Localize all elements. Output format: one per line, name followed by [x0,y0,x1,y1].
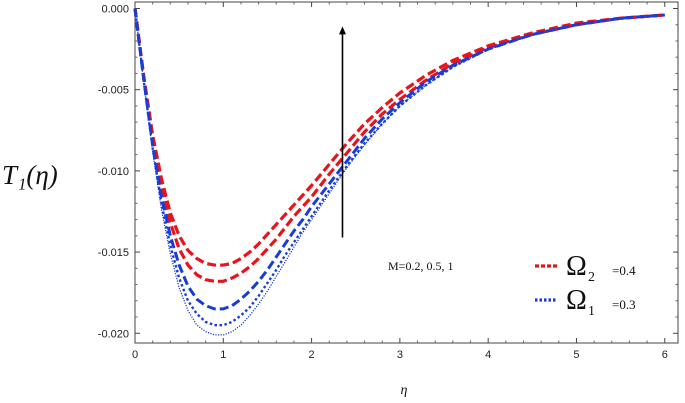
legend: Ω 2 =0.4Ω 1 =0.3 [535,251,636,319]
y-tick-label: 0.000 [101,3,129,15]
y-axis-label: T₁(η) [2,160,58,190]
y-axis-ticks: 0.000 -0.005 -0.010 -0.015 -0.020 [98,3,678,340]
x-tick-label: 3 [397,349,403,361]
x-tick-label: 4 [485,349,491,361]
y-tick-label: -0.020 [98,328,129,340]
series-layer [133,8,665,336]
y-tick-label: -0.010 [98,166,129,178]
x-tick-label: 6 [662,349,668,361]
x-tick-label: 1 [220,349,226,361]
legend-symbol-1: Ω [566,251,587,282]
x-tick-label: 5 [573,349,579,361]
annotation-layer: M=0.2, 0.5, 1 [338,26,453,273]
y-tick-label: -0.005 [98,85,129,97]
series-line-2 [133,8,665,283]
annotation-arrow-head [338,26,346,35]
x-axis-label: η [401,383,408,398]
x-tick-label: 2 [309,349,315,361]
legend-value-1: =0.4 [612,263,636,278]
y-tick-label: -0.015 [98,247,129,259]
legend-symbol-2: Ω [566,285,587,316]
legend-subscript-2: 1 [588,304,595,319]
legend-subscript-1: 2 [588,270,595,285]
annotation-text: M=0.2, 0.5, 1 [388,259,453,273]
legend-value-2: =0.3 [612,297,636,312]
x-tick-label: 0 [132,349,138,361]
plot-border [134,1,679,344]
series-line-1 [133,8,665,267]
x-axis-ticks: 0 1 2 3 4 5 6 [132,2,668,361]
series-line-4 [133,8,665,327]
series-line-3 [133,8,665,311]
series-line-5 [134,8,665,336]
plot-frame [134,1,679,344]
